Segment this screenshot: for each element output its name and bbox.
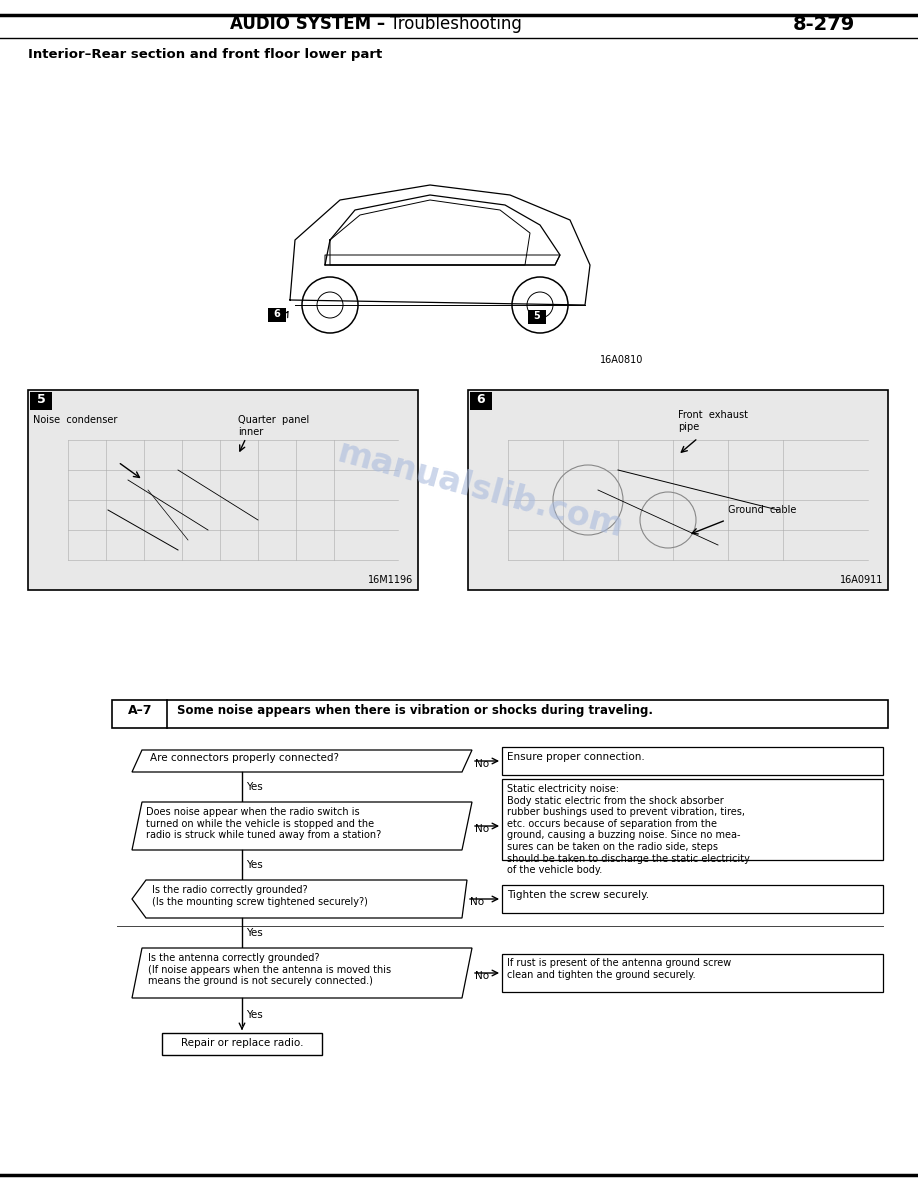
Bar	[502, 779, 883, 860]
Text: Yes: Yes	[246, 860, 263, 870]
Bar	[470, 392, 492, 410]
Text: Yes: Yes	[246, 928, 263, 939]
Text: AUDIO SYSTEM –: AUDIO SYSTEM –	[230, 15, 391, 33]
Text: 5: 5	[533, 311, 541, 321]
Text: No: No	[470, 897, 484, 906]
Bar	[502, 954, 883, 992]
Text: Yes: Yes	[246, 782, 263, 792]
Text: 6: 6	[476, 393, 486, 406]
Text: 16A0810: 16A0810	[600, 355, 644, 365]
Polygon shape	[132, 802, 472, 849]
Bar	[268, 308, 286, 322]
Text: Are connectors properly connected?: Are connectors properly connected?	[150, 753, 339, 763]
Bar	[162, 1034, 322, 1055]
Text: Repair or replace radio.: Repair or replace radio.	[181, 1038, 303, 1048]
Text: No: No	[475, 824, 489, 834]
Bar	[28, 390, 418, 590]
Text: Ground  cable: Ground cable	[728, 505, 797, 516]
Text: No: No	[475, 759, 489, 769]
Bar	[502, 747, 883, 775]
Text: 6: 6	[274, 309, 280, 320]
Bar	[468, 390, 888, 590]
Polygon shape	[132, 750, 472, 772]
Text: Noise  condenser: Noise condenser	[33, 415, 118, 425]
Text: 8-279: 8-279	[793, 15, 855, 34]
Text: Does noise appear when the radio switch is
turned on while the vehicle is stoppe: Does noise appear when the radio switch …	[146, 807, 381, 840]
Text: No: No	[475, 971, 489, 981]
Text: A–7: A–7	[128, 704, 152, 718]
Text: Is the radio correctly grounded?
(Is the mounting screw tightened securely?): Is the radio correctly grounded? (Is the…	[152, 885, 368, 906]
Text: Front  exhaust
pipe: Front exhaust pipe	[678, 410, 748, 431]
Text: Interior–Rear section and front floor lower part: Interior–Rear section and front floor lo…	[28, 48, 382, 61]
Text: If rust is present of the antenna ground screw
clean and tighten the ground secu: If rust is present of the antenna ground…	[507, 958, 732, 980]
Text: Is the antenna correctly grounded?
(If noise appears when the antenna is moved t: Is the antenna correctly grounded? (If n…	[148, 953, 391, 986]
Text: manualslib.com: manualslib.com	[333, 436, 627, 544]
Text: 16A0911: 16A0911	[840, 575, 883, 584]
Text: Static electricity noise:
Body static electric from the shock absorber
rubber bu: Static electricity noise: Body static el…	[507, 784, 750, 876]
Text: 5: 5	[37, 393, 45, 406]
Text: Troubleshooting: Troubleshooting	[390, 15, 521, 33]
Text: Yes: Yes	[246, 1011, 263, 1020]
Bar	[502, 885, 883, 914]
Bar	[528, 310, 546, 324]
Text: Ensure proper connection.: Ensure proper connection.	[507, 752, 644, 762]
Polygon shape	[132, 880, 467, 918]
Bar	[112, 700, 888, 728]
Text: Tighten the screw securely.: Tighten the screw securely.	[507, 890, 649, 901]
Polygon shape	[132, 948, 472, 998]
Bar	[30, 392, 52, 410]
Text: Some noise appears when there is vibration or shocks during traveling.: Some noise appears when there is vibrati…	[177, 704, 653, 718]
Text: 16M1196: 16M1196	[368, 575, 413, 584]
Text: Quarter  panel
inner: Quarter panel inner	[238, 415, 309, 437]
